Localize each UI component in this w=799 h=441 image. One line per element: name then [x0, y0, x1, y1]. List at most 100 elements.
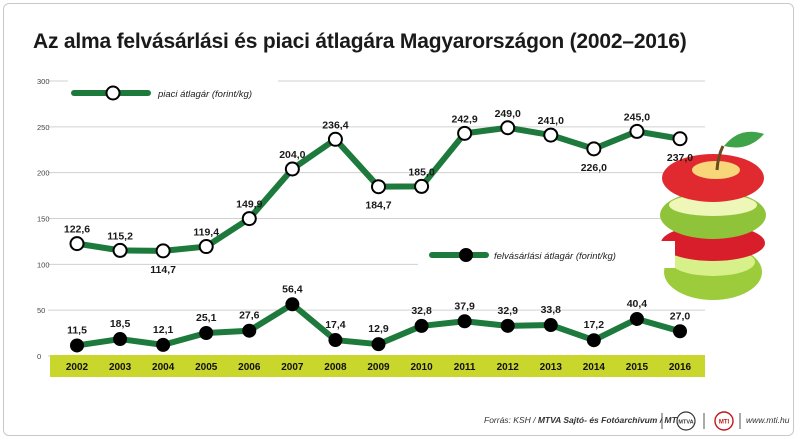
data-point-felvasarlasi	[586, 333, 601, 348]
data-label-felvasarlasi: 37,9	[454, 300, 475, 312]
footer: Forrás: KSH / MTVA Sajtó- és Fotóarchívu…	[0, 408, 799, 436]
x-tick-label: 2007	[281, 362, 304, 373]
data-label-felvasarlasi: 32,8	[411, 305, 432, 317]
data-label-piaci: 122,6	[64, 224, 90, 236]
data-point-felvasarlasi	[371, 337, 386, 352]
data-point-felvasarlasi	[328, 333, 343, 348]
data-label-piaci: 242,9	[452, 113, 478, 125]
data-point-felvasarlasi	[156, 337, 171, 352]
data-label-piaci: 149,9	[236, 199, 262, 211]
data-label-piaci: 226,0	[581, 162, 607, 174]
x-tick-label: 2006	[238, 362, 261, 373]
data-label-felvasarlasi: 40,4	[627, 298, 648, 310]
legend: piaci átlagár (forint/kg) felvásárlási át…	[68, 79, 675, 268]
data-point-felvasarlasi	[113, 332, 128, 347]
legend-marker-piaci	[105, 85, 121, 101]
data-point-piaci	[672, 131, 688, 147]
source-credit: Forrás: KSH / MTVA Sajtó- és Fotóarchívu…	[484, 415, 679, 425]
legend-marker-felvasarlasi	[459, 248, 473, 262]
data-point-piaci	[155, 243, 171, 259]
legend-label-piaci: piaci átlagár (forint/kg)	[157, 89, 252, 100]
y-tick-label: 200	[37, 169, 50, 178]
website-link[interactable]: www.mti.hu	[746, 415, 790, 425]
apple-top-core	[692, 161, 740, 179]
source-prefix: Forrás: KSH /	[484, 415, 538, 425]
data-label-felvasarlasi: 33,8	[541, 304, 562, 316]
data-point-piaci	[284, 161, 300, 177]
data-point-felvasarlasi	[242, 323, 257, 338]
x-tick-label: 2008	[324, 362, 347, 373]
y-tick-label: 0	[37, 352, 41, 361]
x-tick-label: 2010	[410, 362, 433, 373]
data-label-piaci: 236,4	[322, 119, 348, 131]
data-label-piaci: 114,7	[150, 264, 176, 276]
source-agency: MTVA Sajtó- és Fotóarchívum / MTI	[537, 415, 680, 425]
series-lines	[74, 124, 683, 349]
data-point-felvasarlasi	[500, 318, 515, 333]
mtva-logo	[676, 411, 696, 431]
data-label-piaci: 119,4	[193, 227, 219, 239]
data-label-felvasarlasi: 32,9	[497, 305, 518, 317]
x-tick-label: 2011	[454, 362, 476, 373]
data-point-piaci	[327, 131, 343, 147]
data-label-felvasarlasi: 17,4	[325, 319, 346, 331]
data-label-piaci: 241,0	[538, 115, 564, 127]
mti-logo	[714, 411, 734, 431]
data-point-piaci	[586, 141, 602, 157]
data-point-piaci	[543, 127, 559, 143]
x-tick-label: 2004	[152, 362, 175, 373]
apple-illustration	[660, 131, 766, 300]
x-tick-label: 2005	[195, 362, 218, 373]
x-tick-label: 2013	[540, 362, 563, 373]
x-tick-label: 2009	[367, 362, 390, 373]
y-tick-label: 100	[37, 260, 50, 269]
mti-logo-text: MTI	[719, 420, 730, 426]
y-tick-label: 300	[37, 77, 50, 86]
data-point-felvasarlasi	[673, 324, 687, 339]
data-label-felvasarlasi: 56,4	[282, 283, 303, 295]
data-point-felvasarlasi	[285, 297, 300, 312]
data-label-felvasarlasi: 27,0	[670, 310, 691, 322]
x-tick-label: 2014	[583, 362, 606, 373]
data-point-piaci	[457, 125, 473, 141]
data-point-piaci	[629, 123, 645, 139]
data-point-piaci	[112, 242, 128, 258]
y-tick-label: 50	[37, 306, 45, 315]
data-label-felvasarlasi: 12,1	[153, 324, 174, 336]
x-tick-label: 2012	[497, 362, 520, 373]
data-point-felvasarlasi	[414, 318, 429, 333]
data-label-felvasarlasi: 12,9	[368, 323, 389, 335]
footer-logos: MTVA MTI	[661, 411, 741, 431]
data-label-felvasarlasi: 11,5	[67, 324, 87, 336]
data-labels: 122,6 115,2 114,7 119,4 149,9 204,0 236,4 184,7…	[64, 108, 693, 337]
year-band-layer: 2002 2003 2004 2005 2006 2007 2008 2009 2010 2011…	[50, 355, 705, 377]
data-label-piaci: 204,0	[279, 149, 305, 161]
x-tick-label: 2016	[669, 362, 692, 373]
data-point-piaci	[500, 120, 516, 136]
apple-stem	[715, 145, 725, 171]
apple-leaf	[724, 131, 764, 148]
data-point-felvasarlasi	[457, 314, 472, 329]
data-point-piaci	[241, 211, 257, 227]
data-label-piaci: 237,0	[667, 152, 693, 164]
data-label-piaci: 185,0	[408, 166, 434, 178]
data-point-piaci	[198, 239, 214, 255]
data-point-piaci	[414, 178, 430, 194]
data-label-piaci: 184,7	[365, 200, 391, 212]
grid-layer: 0 50 100 150 200 250 300	[37, 77, 705, 361]
data-label-piaci: 249,0	[495, 108, 521, 120]
data-label-felvasarlasi: 18,5	[110, 318, 131, 330]
mtva-logo-text: MTVA	[678, 420, 693, 426]
data-point-felvasarlasi	[199, 325, 214, 340]
data-label-piaci: 115,2	[107, 230, 133, 242]
x-tick-label: 2015	[626, 362, 649, 373]
year-band	[50, 355, 705, 377]
x-tick-label: 2003	[109, 362, 132, 373]
data-point-piaci	[371, 179, 386, 195]
data-point-felvasarlasi	[70, 338, 84, 353]
data-point-felvasarlasi	[543, 318, 558, 333]
infographic-frame	[3, 3, 794, 436]
data-label-felvasarlasi: 27,6	[239, 310, 260, 322]
x-tick-label: 2002	[66, 362, 89, 373]
